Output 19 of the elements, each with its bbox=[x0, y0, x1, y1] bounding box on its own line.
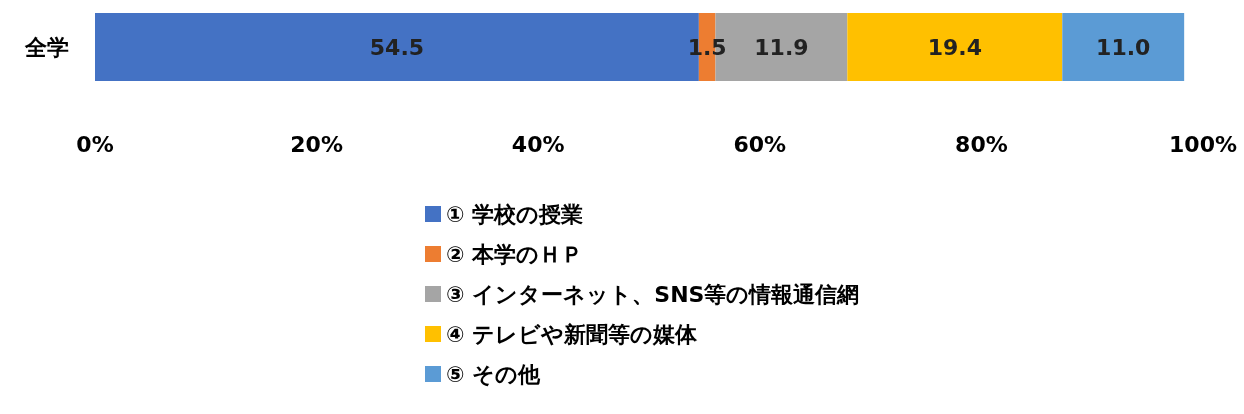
data-label: 54.5 bbox=[369, 34, 425, 60]
legend-label: ② 本学のＨＰ bbox=[446, 241, 584, 267]
x-tick-label: 100% bbox=[1169, 131, 1237, 157]
data-label: 19.4 bbox=[927, 34, 982, 60]
data-label: 1.5 bbox=[687, 34, 727, 60]
data-label: 11.9 bbox=[754, 34, 809, 60]
legend-label: ⑤ その他 bbox=[446, 361, 542, 387]
legend-label: ③ インターネット、SNS等の情報通信網 bbox=[446, 281, 860, 307]
y-tick-label: 全学 bbox=[24, 34, 69, 60]
bar bbox=[1062, 13, 1185, 81]
x-tick-label: 0% bbox=[76, 131, 114, 157]
x-tick-label: 60% bbox=[733, 131, 787, 157]
x-tick-label: 20% bbox=[290, 131, 343, 157]
x-tick-label: 40% bbox=[511, 131, 565, 157]
bar bbox=[847, 13, 1063, 81]
data-label: 11.0 bbox=[1096, 34, 1151, 60]
x-tick-label: 80% bbox=[955, 131, 1008, 157]
legend-label: ④ テレビや新聞等の媒体 bbox=[446, 321, 699, 347]
legend-label: ① 学校の授業 bbox=[446, 201, 584, 227]
